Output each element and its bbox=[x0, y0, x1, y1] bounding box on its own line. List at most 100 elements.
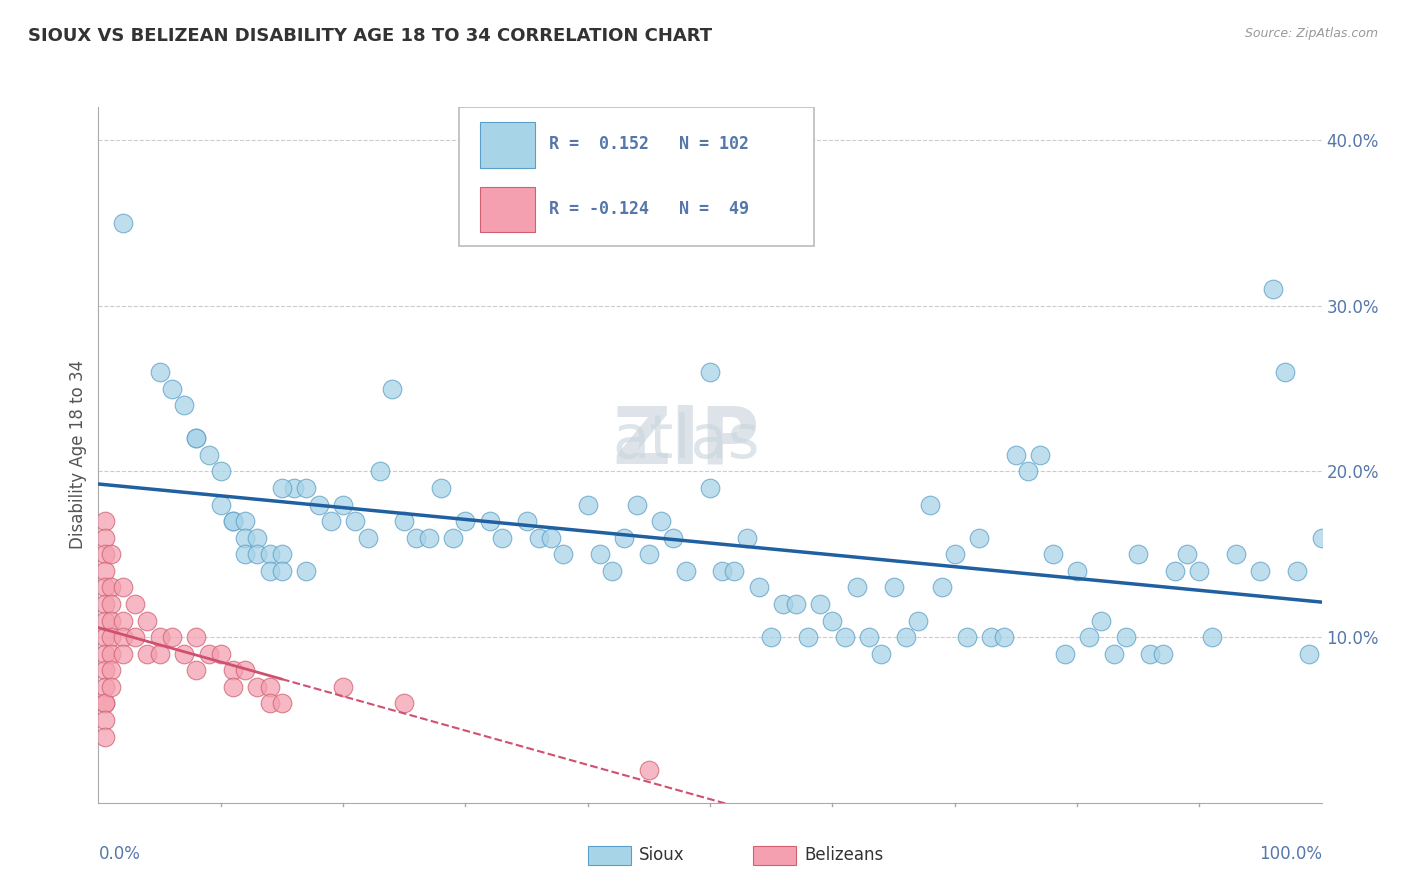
Point bbox=[699, 365, 721, 379]
Point bbox=[259, 697, 281, 711]
Point bbox=[515, 514, 537, 528]
Point bbox=[613, 531, 636, 545]
Point bbox=[233, 514, 256, 528]
Point bbox=[821, 614, 844, 628]
Point bbox=[111, 614, 134, 628]
Point bbox=[149, 630, 172, 644]
Point bbox=[1004, 448, 1026, 462]
Point bbox=[1274, 365, 1296, 379]
Point bbox=[209, 498, 232, 512]
Point bbox=[295, 564, 318, 578]
Point bbox=[270, 564, 294, 578]
Text: 0.0%: 0.0% bbox=[98, 845, 141, 863]
Point bbox=[392, 697, 416, 711]
Point bbox=[246, 547, 269, 561]
Point bbox=[637, 547, 661, 561]
Point bbox=[100, 547, 122, 561]
FancyBboxPatch shape bbox=[460, 107, 814, 246]
Point bbox=[100, 614, 122, 628]
Text: Sioux: Sioux bbox=[640, 846, 685, 864]
Point bbox=[1188, 564, 1211, 578]
Text: R = -0.124   N =  49: R = -0.124 N = 49 bbox=[548, 201, 748, 219]
Point bbox=[93, 514, 115, 528]
Point bbox=[1090, 614, 1112, 628]
Point bbox=[270, 481, 294, 495]
Point bbox=[209, 647, 232, 661]
Point bbox=[589, 547, 612, 561]
Point bbox=[93, 547, 115, 561]
Point bbox=[111, 216, 134, 230]
Point bbox=[259, 680, 281, 694]
Point bbox=[332, 680, 354, 694]
Point bbox=[637, 763, 661, 777]
Point bbox=[111, 581, 134, 595]
Point bbox=[920, 498, 942, 512]
Point bbox=[93, 531, 115, 545]
Point bbox=[699, 481, 721, 495]
Point bbox=[1078, 630, 1101, 644]
Point bbox=[344, 514, 367, 528]
Point bbox=[430, 481, 453, 495]
Point bbox=[797, 630, 820, 644]
Point bbox=[173, 398, 195, 412]
Point bbox=[1175, 547, 1198, 561]
Text: Belizeans: Belizeans bbox=[804, 846, 883, 864]
Point bbox=[100, 663, 122, 677]
Bar bbox=[752, 846, 796, 865]
Point bbox=[136, 647, 159, 661]
Point bbox=[405, 531, 427, 545]
Point bbox=[858, 630, 880, 644]
Bar bbox=[479, 187, 536, 232]
Point bbox=[478, 514, 501, 528]
Point bbox=[160, 382, 183, 396]
Point bbox=[93, 697, 115, 711]
Point bbox=[100, 680, 122, 694]
Point bbox=[186, 630, 208, 644]
Point bbox=[1249, 564, 1271, 578]
Point bbox=[160, 630, 183, 644]
Point bbox=[735, 531, 758, 545]
Point bbox=[1225, 547, 1247, 561]
Point bbox=[1164, 564, 1187, 578]
Point bbox=[149, 647, 172, 661]
Point bbox=[93, 647, 115, 661]
Point bbox=[1261, 282, 1284, 296]
Point bbox=[246, 680, 269, 694]
Point bbox=[295, 481, 318, 495]
Point bbox=[600, 564, 623, 578]
Point bbox=[392, 514, 416, 528]
Point bbox=[808, 597, 831, 611]
Point bbox=[332, 498, 354, 512]
Point bbox=[124, 597, 146, 611]
Point bbox=[259, 547, 281, 561]
Point bbox=[283, 481, 305, 495]
Point bbox=[1053, 647, 1076, 661]
Point bbox=[553, 547, 575, 561]
Point bbox=[785, 597, 807, 611]
Point bbox=[222, 663, 245, 677]
Point bbox=[454, 514, 477, 528]
Text: Source: ZipAtlas.com: Source: ZipAtlas.com bbox=[1244, 27, 1378, 40]
Point bbox=[845, 581, 868, 595]
Point bbox=[834, 630, 856, 644]
Point bbox=[723, 564, 745, 578]
Point bbox=[270, 697, 294, 711]
Point bbox=[93, 713, 115, 727]
Point bbox=[527, 531, 550, 545]
Point bbox=[1115, 630, 1137, 644]
Point bbox=[883, 581, 905, 595]
Point bbox=[675, 564, 697, 578]
Point bbox=[93, 630, 115, 644]
Point bbox=[233, 531, 256, 545]
Point bbox=[1201, 630, 1223, 644]
Point bbox=[93, 597, 115, 611]
Point bbox=[100, 647, 122, 661]
Point bbox=[149, 365, 172, 379]
Point bbox=[222, 680, 245, 694]
Point bbox=[100, 630, 122, 644]
Point bbox=[894, 630, 917, 644]
Point bbox=[93, 581, 115, 595]
Point bbox=[222, 514, 245, 528]
Point bbox=[270, 547, 294, 561]
Point bbox=[441, 531, 464, 545]
